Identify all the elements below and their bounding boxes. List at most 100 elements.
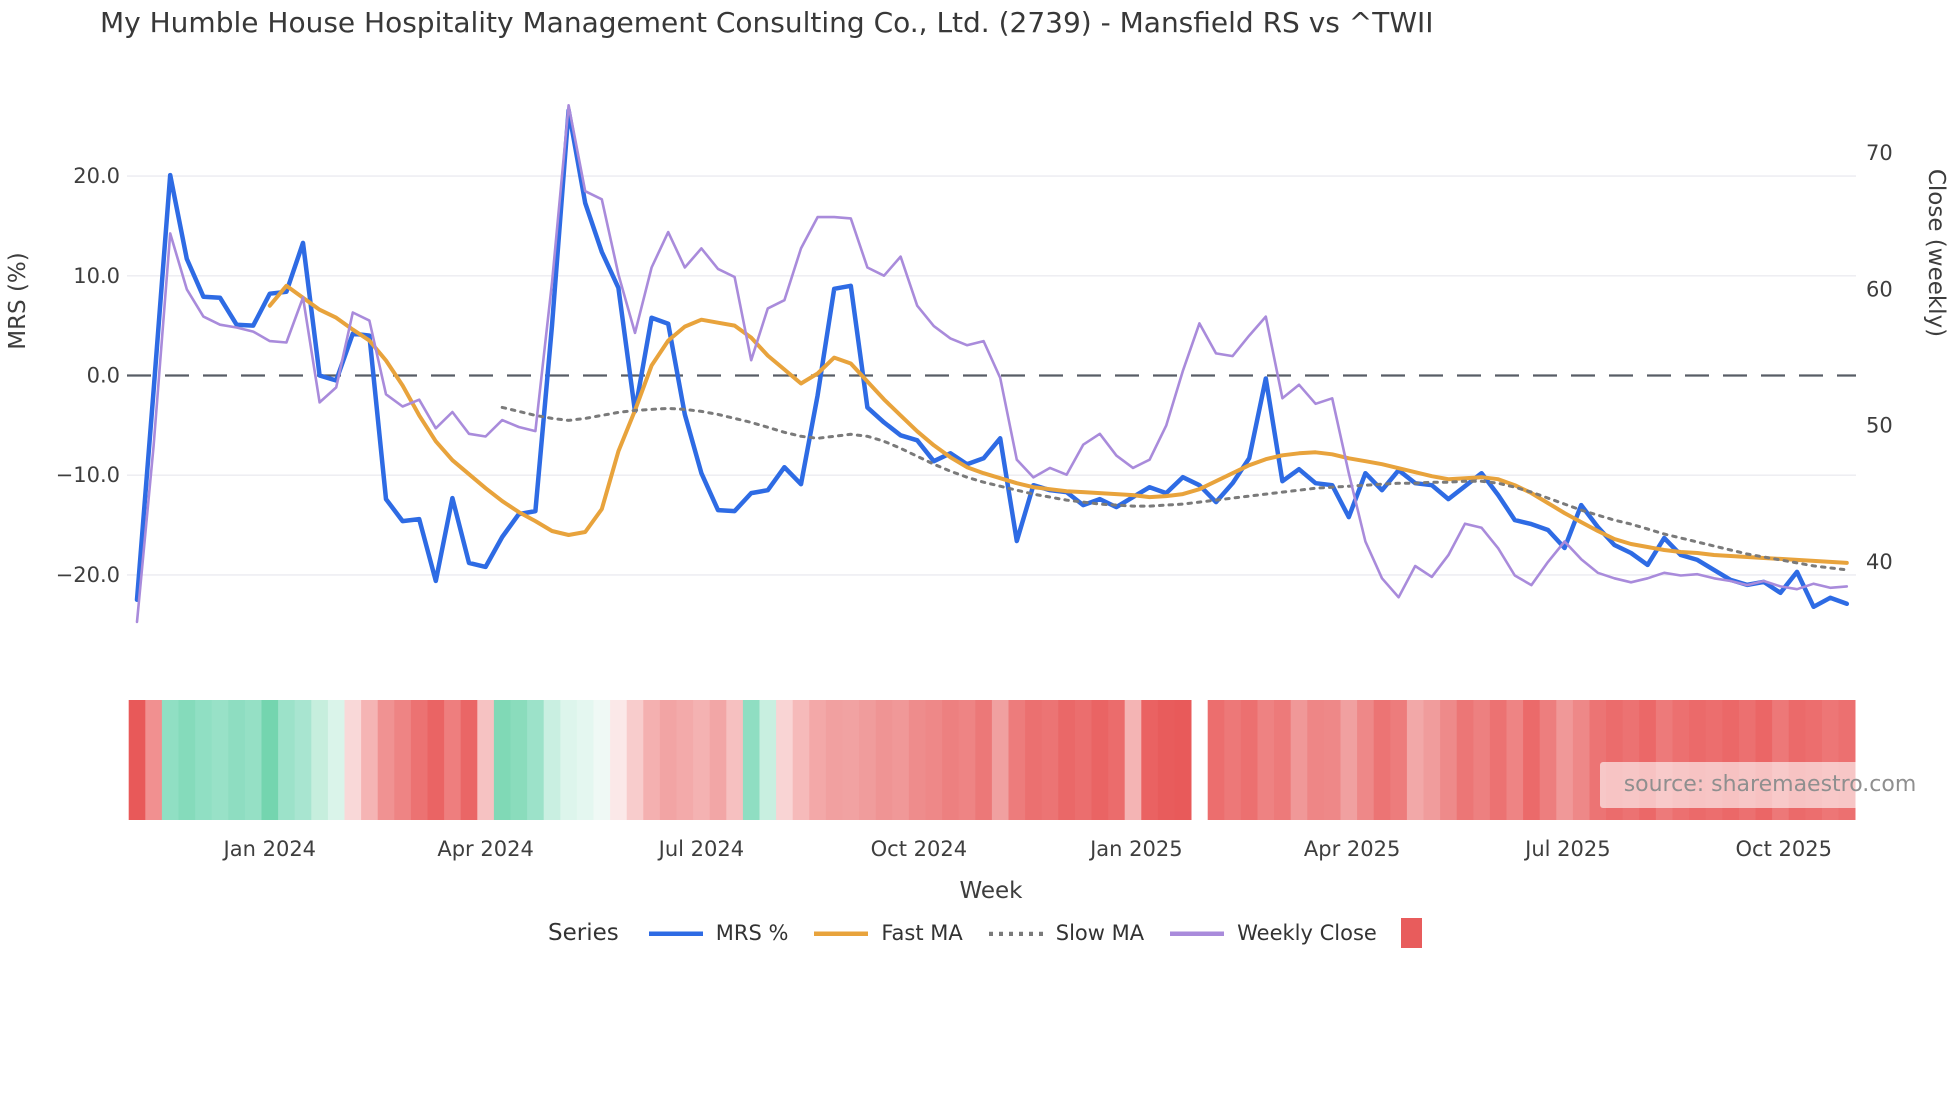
heatmap-cell	[1141, 700, 1159, 820]
heatmap-cell	[759, 700, 777, 820]
legend-item-label: MRS %	[715, 921, 789, 945]
heatmap-cell	[825, 700, 843, 820]
heatmap-cell	[1240, 700, 1258, 820]
heatmap-cell	[676, 700, 694, 820]
x-tick-label: Jul 2025	[1523, 837, 1610, 861]
heatmap-cell	[195, 700, 213, 820]
legend-item-label: Slow MA	[1055, 921, 1145, 945]
page-title: My Humble House Hospitality Management C…	[100, 6, 1434, 39]
heatmap-cell	[1473, 700, 1491, 820]
heatmap-cell	[1207, 700, 1225, 820]
y-right-tick-label: 60	[1866, 277, 1893, 301]
legend-swatch-square	[1400, 918, 1422, 948]
x-tick-label: Apr 2024	[437, 837, 533, 861]
heatmap-cell	[510, 700, 528, 820]
heatmap-cell	[726, 700, 744, 820]
heatmap-cell	[1539, 700, 1557, 820]
y-left-tick-label: 20.0	[73, 164, 120, 188]
heatmap-cell	[1406, 700, 1424, 820]
heatmap-cell	[709, 700, 727, 820]
heatmap-cell	[626, 700, 644, 820]
heatmap-cell	[278, 700, 296, 820]
heatmap-cell	[908, 700, 926, 820]
heatmap-cell	[1008, 700, 1026, 820]
x-tick-label: Oct 2025	[1736, 837, 1832, 861]
heatmap-cell	[261, 700, 279, 820]
heatmap-cell	[925, 700, 943, 820]
legend-item-slow-ma: Slow MA	[987, 921, 1144, 945]
heatmap-cell	[244, 700, 262, 820]
heatmap-cell	[593, 700, 611, 820]
legend-item-label: Weekly Close	[1237, 921, 1377, 945]
heatmap-cell	[1257, 700, 1275, 820]
heatmap-cell	[1174, 700, 1192, 820]
heatmap-cell	[444, 700, 462, 820]
y-left-tick-label: 0.0	[87, 364, 120, 388]
source-watermark: source: sharemaestro.com	[1600, 762, 1940, 808]
heatmap-cell	[145, 700, 163, 820]
heatmap-cell	[427, 700, 445, 820]
series-weekly-close	[135, 104, 1849, 624]
legend-item-mrs-: MRS %	[647, 921, 789, 945]
heatmap-cell	[394, 700, 412, 820]
heatmap-cell	[991, 700, 1009, 820]
heatmap-cell	[128, 700, 146, 820]
heatmap-cell	[1440, 700, 1458, 820]
heatmap-cell	[1041, 700, 1059, 820]
legend: Series MRS % Fast MA Slow MA Weekly Close	[548, 918, 1422, 948]
heatmap-cell	[1025, 700, 1043, 820]
heatmap-cell	[643, 700, 661, 820]
x-tick-label: Jul 2024	[657, 837, 744, 861]
heatmap-cell	[942, 700, 960, 820]
heatmap-cell	[211, 700, 229, 820]
x-tick-label: Jan 2025	[1088, 837, 1183, 861]
heatmap-cell	[1340, 700, 1358, 820]
heatmap-cell	[294, 700, 312, 820]
heatmap-cell	[1373, 700, 1391, 820]
heatmap-cell	[1523, 700, 1541, 820]
y-right-tick-label: 40	[1866, 550, 1893, 574]
heatmap-cell	[1506, 700, 1524, 820]
heatmap-cell	[1091, 700, 1109, 820]
heatmap-cell	[1456, 700, 1474, 820]
heatmap-cell	[228, 700, 246, 820]
heatmap-cell	[1307, 700, 1325, 820]
heatmap-cell	[875, 700, 893, 820]
y-left-tick-label: 10.0	[73, 264, 120, 288]
heatmap-cell	[1074, 700, 1092, 820]
heatmap-cell	[892, 700, 910, 820]
heatmap-cell	[493, 700, 511, 820]
heatmap-cell	[1108, 700, 1126, 820]
heatmap-cell	[327, 700, 345, 820]
legend-title: Series	[548, 920, 619, 946]
heatmap-cell	[610, 700, 628, 820]
heatmap-cell	[1124, 700, 1142, 820]
heatmap-cell	[344, 700, 362, 820]
x-tick-label: Oct 2024	[871, 837, 967, 861]
y-right-tick-label: 70	[1866, 141, 1893, 165]
heatmap-cell	[1274, 700, 1292, 820]
heatmap-cell	[560, 700, 578, 820]
heatmap-cell	[527, 700, 545, 820]
series-fast-ma	[267, 283, 1849, 565]
heatmap-cell	[1572, 700, 1590, 820]
y-left-tick-label: −20.0	[56, 563, 120, 587]
heatmap-cell	[576, 700, 594, 820]
heatmap-cell	[1224, 700, 1242, 820]
heatmap-cell	[659, 700, 677, 820]
heatmap-cell	[1423, 700, 1441, 820]
heatmap-cell	[178, 700, 196, 820]
heatmap-cell	[842, 700, 860, 820]
heatmap-cell	[377, 700, 395, 820]
heatmap-cell	[460, 700, 478, 820]
y-axis-label-left: MRS (%)	[5, 252, 31, 350]
x-tick-label: Jan 2024	[222, 837, 317, 861]
heatmap-cell	[693, 700, 711, 820]
heatmap-cell	[543, 700, 561, 820]
heatmap-cell	[792, 700, 810, 820]
x-axis-title: Week	[959, 878, 1023, 904]
x-tick-label: Apr 2025	[1304, 837, 1400, 861]
legend-item-heatmap	[1400, 918, 1422, 948]
heatmap-cell	[477, 700, 495, 820]
